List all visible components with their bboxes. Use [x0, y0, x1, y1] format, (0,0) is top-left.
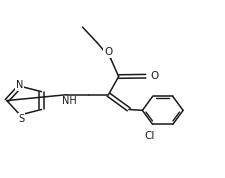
Text: Cl: Cl	[144, 131, 154, 141]
Text: O: O	[104, 47, 112, 57]
Text: O: O	[150, 71, 158, 81]
Text: NH: NH	[61, 96, 76, 106]
Text: N: N	[16, 80, 23, 90]
Text: S: S	[18, 114, 24, 124]
